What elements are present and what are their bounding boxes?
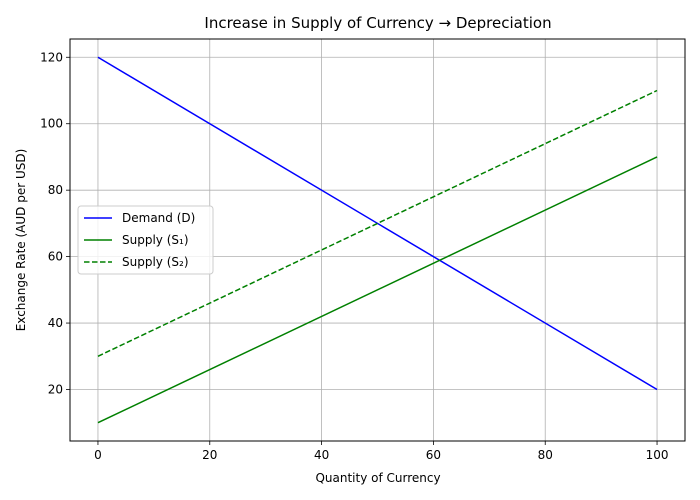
- x-tick-label: 0: [94, 448, 102, 462]
- x-tick-label: 60: [426, 448, 441, 462]
- plot-frame: [69, 38, 686, 442]
- x-tick-label: 100: [646, 448, 669, 462]
- legend-label: Supply (S₁): [122, 233, 189, 247]
- y-tick-label: 40: [48, 316, 63, 330]
- y-tick-label: 120: [40, 50, 63, 64]
- legend-box: [77, 205, 214, 275]
- x-tick-label: 20: [202, 448, 217, 462]
- legend: Demand (D) Supply (S₁) Supply (S₂): [77, 205, 214, 275]
- series-line-3: [97, 89, 658, 357]
- grid: [70, 39, 685, 441]
- y-tick-label: 20: [48, 383, 63, 397]
- series-line-2: [97, 156, 658, 424]
- legend-label: Supply (S₂): [122, 255, 189, 269]
- series-layer: [97, 56, 658, 424]
- y-tick-label: 60: [48, 250, 63, 264]
- x-axis-label: Quantity of Currency: [315, 471, 440, 485]
- legend-label: Demand (D): [122, 211, 195, 225]
- series-line-1: [97, 56, 658, 391]
- x-tick-label: 80: [538, 448, 553, 462]
- chart-title: Increase in Supply of Currency → Depreci…: [204, 14, 551, 32]
- y-tick-label: 100: [40, 117, 63, 131]
- y-tick-label: 80: [48, 183, 63, 197]
- y-axis-label: Exchange Rate (AUD per USD): [14, 149, 28, 332]
- x-tick-label: 40: [314, 448, 329, 462]
- ticks: 0 20 40 60 80 100 20 40 60 80 100 120: [40, 50, 668, 462]
